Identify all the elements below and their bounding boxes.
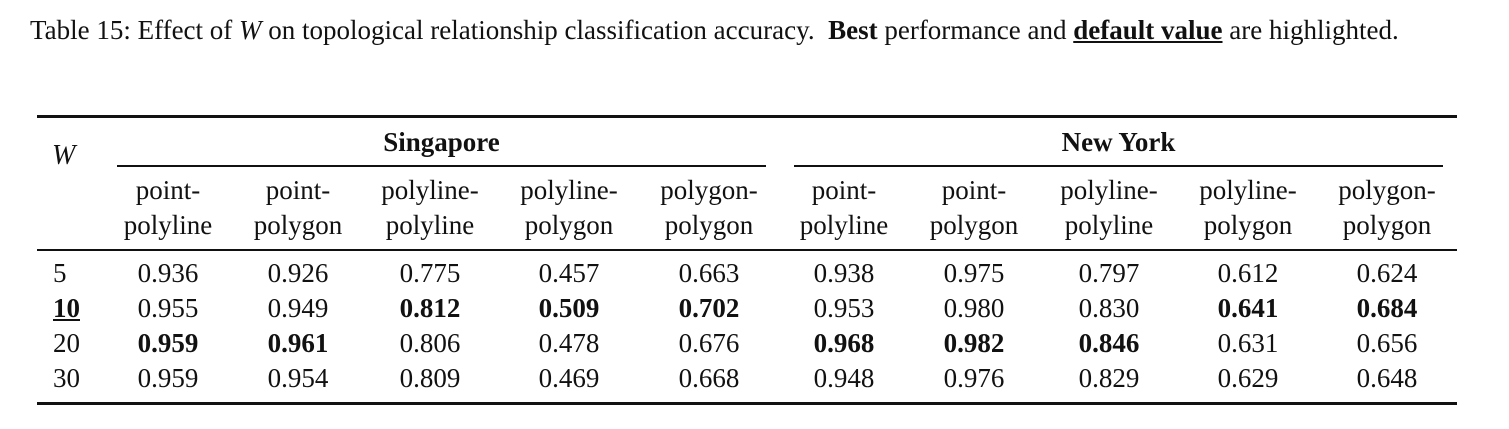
column-header: polyline-polygon [1178,173,1318,243]
column-header-line: polygon [929,210,1019,240]
column-header: point-polyline [98,173,238,243]
table-cell: 0.702 [678,293,740,323]
table-cell: 0.612 [1217,258,1279,288]
column-header: polygon-polygon [1317,173,1457,243]
table-cell: 0.676 [678,328,740,358]
row-label-w: 30 [53,363,80,393]
caption-and: performance and [884,15,1067,45]
column-header-line: polyline [1064,210,1154,240]
caption-best: Best [828,15,878,45]
caption-variable: W [239,15,262,45]
table-cell: 0.775 [399,258,461,288]
table-cell: 0.668 [678,363,740,393]
table-cell: 0.457 [538,258,600,288]
table-cell: 0.684 [1356,293,1418,323]
table-cell: 0.478 [538,328,600,358]
caption-post: are highlighted. [1229,15,1399,45]
column-header-line: polygon [524,210,614,240]
column-header-line: polyline- [1199,175,1297,205]
column-header: polyline-polygon [499,173,639,243]
column-header: point-polygon [228,173,368,243]
caption-label: Table 15: [30,15,131,45]
table-cell: 0.959 [137,363,199,393]
row-label-w: 10 [53,293,80,323]
column-header: point-polyline [774,173,914,243]
table-cell: 0.663 [678,258,740,288]
column-header: polyline-polyline [360,173,500,243]
table-cell: 0.936 [137,258,199,288]
table-cell: 0.975 [943,258,1005,288]
column-header-line: point- [941,175,1007,205]
column-header-line: polygon [664,210,754,240]
column-header-line: polyline- [1060,175,1158,205]
table-cell: 0.631 [1217,328,1279,358]
column-header-line: point- [135,175,201,205]
table-cell: 0.829 [1078,363,1140,393]
column-header-line: polyline [123,210,213,240]
table-cell: 0.809 [399,363,461,393]
table-cell: 0.656 [1356,328,1418,358]
table-cell: 0.968 [813,328,875,358]
table-cell: 0.926 [267,258,329,288]
table-cell: 0.949 [267,293,329,323]
caption-mid: on topological relationship classificati… [268,15,815,45]
table-cell: 0.629 [1217,363,1279,393]
column-header-line: polygon- [660,175,758,205]
table-cell: 0.624 [1356,258,1418,288]
bottom-rule [37,402,1457,405]
table-cell: 0.846 [1078,328,1140,358]
caption-pre: Effect of [137,15,233,45]
table-cell: 0.982 [943,328,1005,358]
table-cell: 0.948 [813,363,875,393]
top-rule [37,115,1457,118]
column-header-line: polyline- [381,175,479,205]
column-header-line: polygon- [1338,175,1436,205]
row-label-w: 20 [53,328,80,358]
table-cell: 0.938 [813,258,875,288]
table-cell: 0.797 [1078,258,1140,288]
table-cell: 0.961 [267,328,329,358]
table-cell: 0.509 [538,293,600,323]
group-header-singapore: Singapore [383,127,500,157]
column-header-line: polygon [253,210,343,240]
w-header: W [52,140,76,171]
column-header: point-polygon [904,173,1044,243]
table-caption: Table 15: Effect of W on topological rel… [30,12,1442,48]
table-cell: 0.469 [538,363,600,393]
column-header-line: polyline [385,210,475,240]
table-cell: 0.980 [943,293,1005,323]
group-header-new-york: New York [1061,127,1176,157]
caption-default: default value [1073,15,1223,45]
column-header: polyline-polyline [1039,173,1179,243]
cmidrule-new-york [794,165,1443,167]
column-header-line: polygon [1342,210,1432,240]
table-cell: 0.806 [399,328,461,358]
table-cell: 0.955 [137,293,199,323]
column-header-line: point- [811,175,877,205]
table-cell: 0.953 [813,293,875,323]
mid-rule [37,249,1457,251]
table-cell: 0.954 [267,363,329,393]
column-header: polygon-polygon [639,173,779,243]
column-header-line: polygon [1203,210,1293,240]
table-cell: 0.648 [1356,363,1418,393]
column-header-line: point- [265,175,331,205]
table-cell: 0.812 [399,293,461,323]
column-header-line: polyline- [520,175,618,205]
cmidrule-singapore [117,165,766,167]
column-header-line: polyline [799,210,889,240]
table-cell: 0.830 [1078,293,1140,323]
table-cell: 0.959 [137,328,199,358]
table-cell: 0.641 [1217,293,1279,323]
row-label-w: 5 [53,258,67,288]
table-cell: 0.976 [943,363,1005,393]
